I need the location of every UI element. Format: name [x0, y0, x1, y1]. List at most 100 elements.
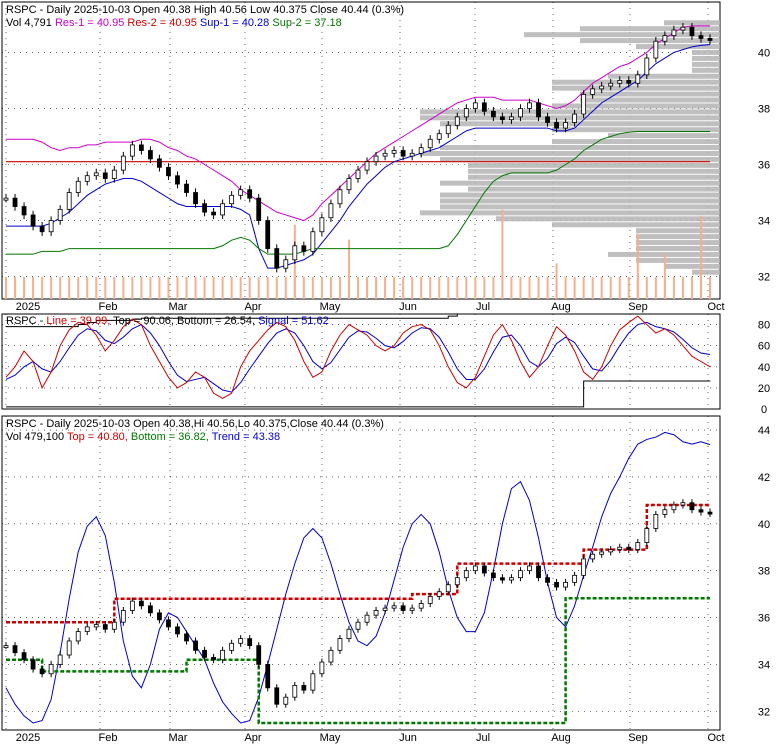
legend-line: Vol 479,100 Top = 40.80, Bottom = 36.82,… — [6, 431, 280, 443]
volume-bar — [690, 277, 693, 299]
candle-body — [463, 570, 469, 579]
candle-body — [527, 565, 532, 572]
x-tick-label: May — [320, 301, 341, 313]
legend-entry: Top = 90.06, — [113, 315, 177, 327]
legend-entry: Sup-1 = 40.28 — [200, 17, 272, 29]
volume-bar — [86, 277, 89, 299]
candle-body — [148, 150, 153, 160]
candle-body — [490, 110, 496, 118]
candle-body — [707, 511, 713, 515]
volume-bar — [573, 277, 576, 299]
volume-bar — [113, 277, 116, 299]
candle-body — [545, 116, 550, 123]
y-tick-label: 38 — [758, 566, 770, 578]
candle-body — [12, 197, 18, 207]
volume-bar — [438, 277, 441, 299]
candle-body — [111, 621, 117, 630]
candle-body — [418, 603, 424, 609]
volume-bar — [32, 277, 35, 299]
candle-body — [373, 610, 379, 616]
volume-bar — [609, 277, 612, 299]
y-tick-label: 80 — [758, 320, 770, 332]
candle-body — [57, 654, 63, 665]
volume-bar — [663, 254, 666, 299]
candle-body — [472, 565, 478, 572]
candle-body — [111, 169, 117, 179]
legend-entry: RSPC - Daily 2025-10-03 Open 40.38 — [6, 4, 194, 16]
candle-body — [120, 610, 126, 623]
volume-bar — [501, 209, 504, 299]
y-tick-label: 40 — [758, 519, 770, 531]
candle-body — [509, 577, 514, 581]
candle-body — [545, 577, 550, 583]
volume-profile-bar — [692, 55, 720, 61]
volume-bar — [95, 277, 98, 299]
candle-body — [166, 619, 171, 628]
volume-bar — [474, 277, 477, 299]
volume-bar — [266, 277, 269, 299]
legend-entry: Signal = 51.62 — [258, 315, 329, 327]
candle-body — [608, 549, 614, 553]
volume-profile-bar — [468, 162, 720, 168]
candle-body — [220, 649, 226, 661]
candle-body — [617, 546, 623, 550]
candle-body — [454, 116, 460, 126]
x-tick-label: Aug — [551, 301, 571, 313]
y-tick-label: 0 — [761, 404, 767, 416]
x-tick-label: Jul — [476, 732, 490, 744]
volume-profile-bar — [468, 186, 720, 192]
x-tick-label: Mar — [169, 301, 188, 313]
candle-body — [102, 172, 108, 179]
candle-body — [247, 189, 253, 199]
volume-bar — [483, 277, 486, 299]
volume-profile-bar — [580, 97, 720, 103]
y-tick-label: 34 — [758, 659, 770, 671]
volume-profile-bar — [580, 38, 720, 44]
legend-line: RSPC - Line = 39.99, Top = 90.06, Bottom… — [6, 315, 329, 327]
candle-body — [581, 558, 587, 576]
candle-body — [391, 150, 397, 154]
volume-bar — [131, 277, 134, 299]
candle-body — [590, 88, 596, 95]
candle-body — [229, 642, 235, 651]
trend-band-line — [5, 431, 711, 724]
volume-bar — [366, 277, 369, 299]
volume-bar — [104, 277, 107, 299]
candle-body — [30, 659, 36, 670]
volume-bar — [402, 277, 405, 299]
candle-body — [436, 133, 442, 140]
candle-body — [653, 40, 659, 59]
candle-body — [120, 155, 126, 171]
volume-bar — [681, 277, 684, 299]
candle-body — [256, 197, 262, 221]
volume-bar — [347, 239, 350, 299]
candle-body — [644, 528, 650, 543]
legend-entry: Low 40.375 — [250, 4, 310, 16]
volume-profile-bar — [496, 216, 720, 222]
candle-body — [202, 649, 207, 658]
volume-profile-bar — [420, 115, 720, 121]
volume-profile-bar — [664, 263, 720, 269]
volume-profile-bar — [692, 61, 720, 67]
candle-body — [662, 509, 668, 515]
volume-profile-bar — [636, 246, 720, 252]
candle-body — [328, 649, 334, 663]
candle-body — [166, 166, 171, 177]
candle-body — [75, 631, 81, 642]
volume-bar — [654, 277, 657, 299]
candle-body — [265, 220, 271, 249]
candle-body — [184, 183, 189, 193]
y-tick-label: 20 — [758, 383, 770, 395]
legend-entry: Close 40.44 (0.3%) — [310, 4, 404, 16]
candle-body — [75, 180, 81, 193]
y-tick-label: 40 — [758, 47, 770, 59]
candle-body — [382, 607, 388, 611]
volume-profile-bar — [440, 192, 720, 198]
legend-line: RSPC - Daily 2025-10-03 Open 40.38 High … — [6, 4, 404, 16]
candle-body — [265, 663, 271, 689]
candle-body — [39, 668, 45, 675]
candle-body — [500, 116, 505, 121]
volume-bar — [41, 277, 44, 299]
panel-frame — [1, 313, 721, 410]
